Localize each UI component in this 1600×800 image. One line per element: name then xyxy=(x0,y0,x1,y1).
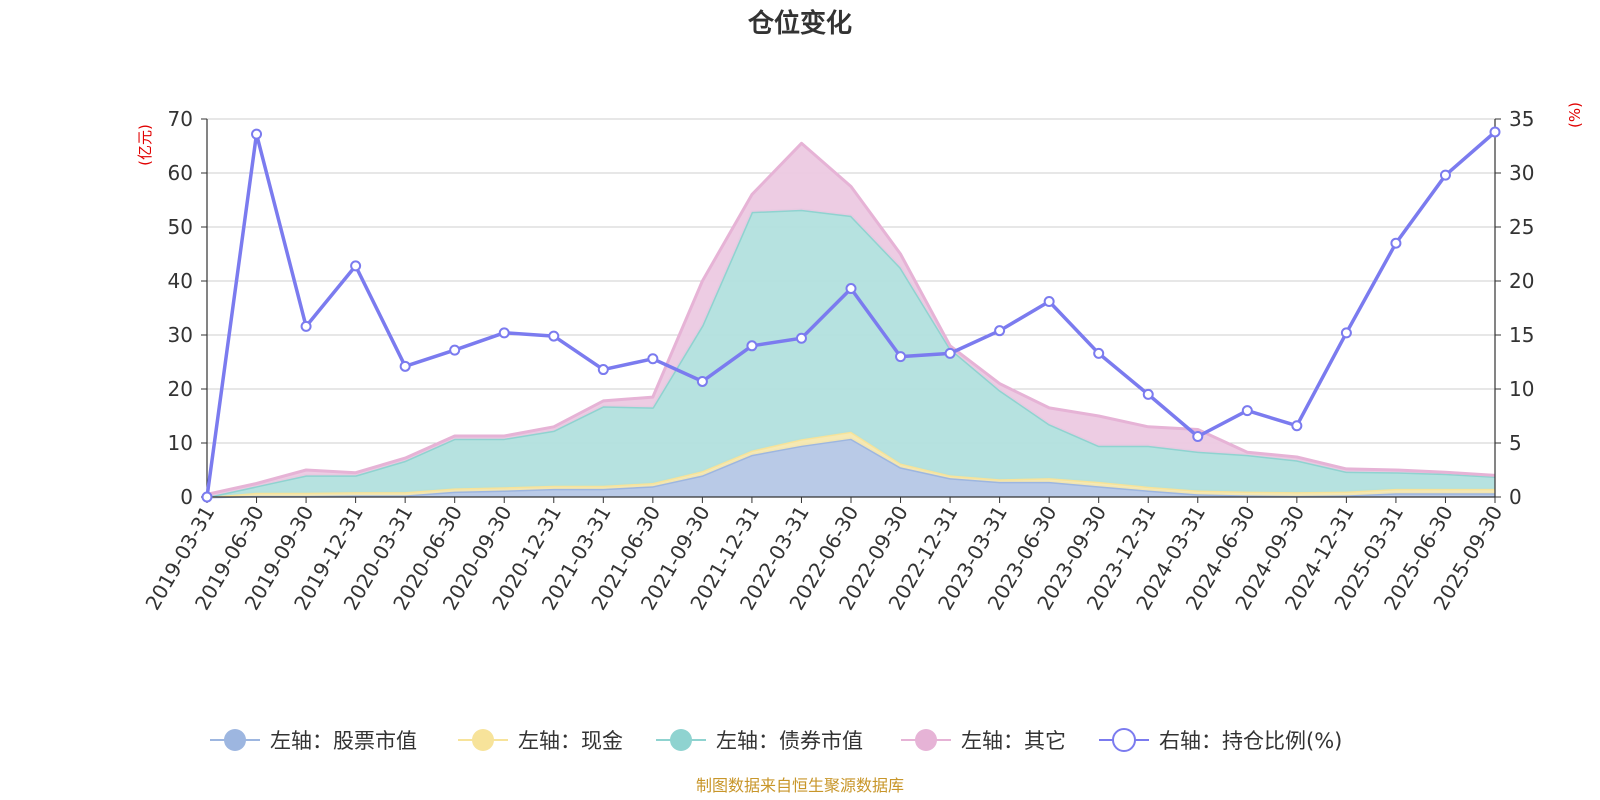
ratio-point xyxy=(350,260,362,272)
ratio-point xyxy=(895,351,907,363)
ratio-point xyxy=(251,128,263,140)
chart-title: 仓位变化 xyxy=(747,8,852,39)
ratio-point xyxy=(1093,347,1105,359)
legend-item: 左轴：债券市值 xyxy=(656,729,863,753)
left-tick-label: 30 xyxy=(168,323,193,347)
left-tick-label: 60 xyxy=(168,161,193,185)
left-tick-label: 50 xyxy=(168,215,193,239)
legend-marker xyxy=(224,729,246,751)
legend-marker xyxy=(915,729,937,751)
right-tick-label: 35 xyxy=(1509,107,1534,131)
legend-item: 左轴：其它 xyxy=(901,729,1066,753)
area-左轴：股票市值 xyxy=(207,438,1495,497)
legend-item: 右轴：持仓比例(%) xyxy=(1099,728,1342,753)
ratio-point xyxy=(201,491,213,503)
ratio-point xyxy=(696,375,708,387)
right-tick-label: 10 xyxy=(1509,377,1534,401)
ratio-point xyxy=(795,332,807,344)
legend-label: 左轴：股票市值 xyxy=(270,729,417,753)
right-tick-label: 20 xyxy=(1509,269,1534,293)
right-tick-label: 30 xyxy=(1509,161,1534,185)
left-tick-label: 10 xyxy=(168,431,193,455)
right-tick-label: 0 xyxy=(1509,485,1522,509)
ratio-point xyxy=(597,364,609,376)
legend-label: 左轴：债券市值 xyxy=(716,729,863,753)
ratio-point xyxy=(1489,126,1501,138)
ratio-point xyxy=(300,320,312,332)
ratio-point xyxy=(944,347,956,359)
source-note: 制图数据来自恒生聚源数据库 xyxy=(696,776,904,795)
ratio-point xyxy=(449,344,461,356)
legend-item: 左轴：现金 xyxy=(458,729,623,753)
ratio-point xyxy=(845,283,857,295)
ratio-point xyxy=(1043,296,1055,308)
legend-marker xyxy=(1112,728,1136,752)
ratio-point xyxy=(1340,327,1352,339)
ratio-point xyxy=(1192,431,1204,443)
right-tick-label: 15 xyxy=(1509,323,1534,347)
ratio-line-series xyxy=(201,126,1501,503)
legend-label: 右轴：持仓比例(%) xyxy=(1159,729,1342,753)
right-tick-label: 25 xyxy=(1509,215,1534,239)
area-line-左轴：其它 xyxy=(206,141,1496,496)
legend: 左轴：股票市值 左轴：现金 左轴：债券市值 左轴：其它 右轴：持仓比例(%) xyxy=(210,728,1342,753)
ratio-point xyxy=(647,353,659,365)
left-tick-label: 70 xyxy=(168,107,193,131)
ratio-point xyxy=(1142,388,1154,400)
ratio-point xyxy=(399,360,411,372)
ratio-point xyxy=(1390,237,1402,249)
legend-item: 左轴：股票市值 xyxy=(210,729,417,753)
right-axis-unit: (%) xyxy=(1566,102,1584,128)
ratio-point xyxy=(1291,420,1303,432)
ratio-point xyxy=(994,325,1006,337)
ratio-point xyxy=(1439,169,1451,181)
ratio-point xyxy=(498,327,510,339)
left-tick-label: 40 xyxy=(168,269,193,293)
ratio-point xyxy=(1241,405,1253,417)
stacked-areas xyxy=(206,141,1496,499)
left-tick-label: 20 xyxy=(168,377,193,401)
ratio-point xyxy=(548,330,560,342)
area-左轴：债券市值 xyxy=(207,209,1495,497)
ratio-point xyxy=(746,340,758,352)
right-tick-label: 5 xyxy=(1509,431,1522,455)
legend-marker xyxy=(472,729,494,751)
legend-label: 左轴：其它 xyxy=(961,729,1066,753)
legend-marker xyxy=(670,729,692,751)
legend-label: 左轴：现金 xyxy=(518,729,623,753)
area-左轴：其它 xyxy=(207,143,1495,498)
left-tick-label: 0 xyxy=(180,485,193,509)
left-axis-unit: (亿元) xyxy=(136,124,154,166)
